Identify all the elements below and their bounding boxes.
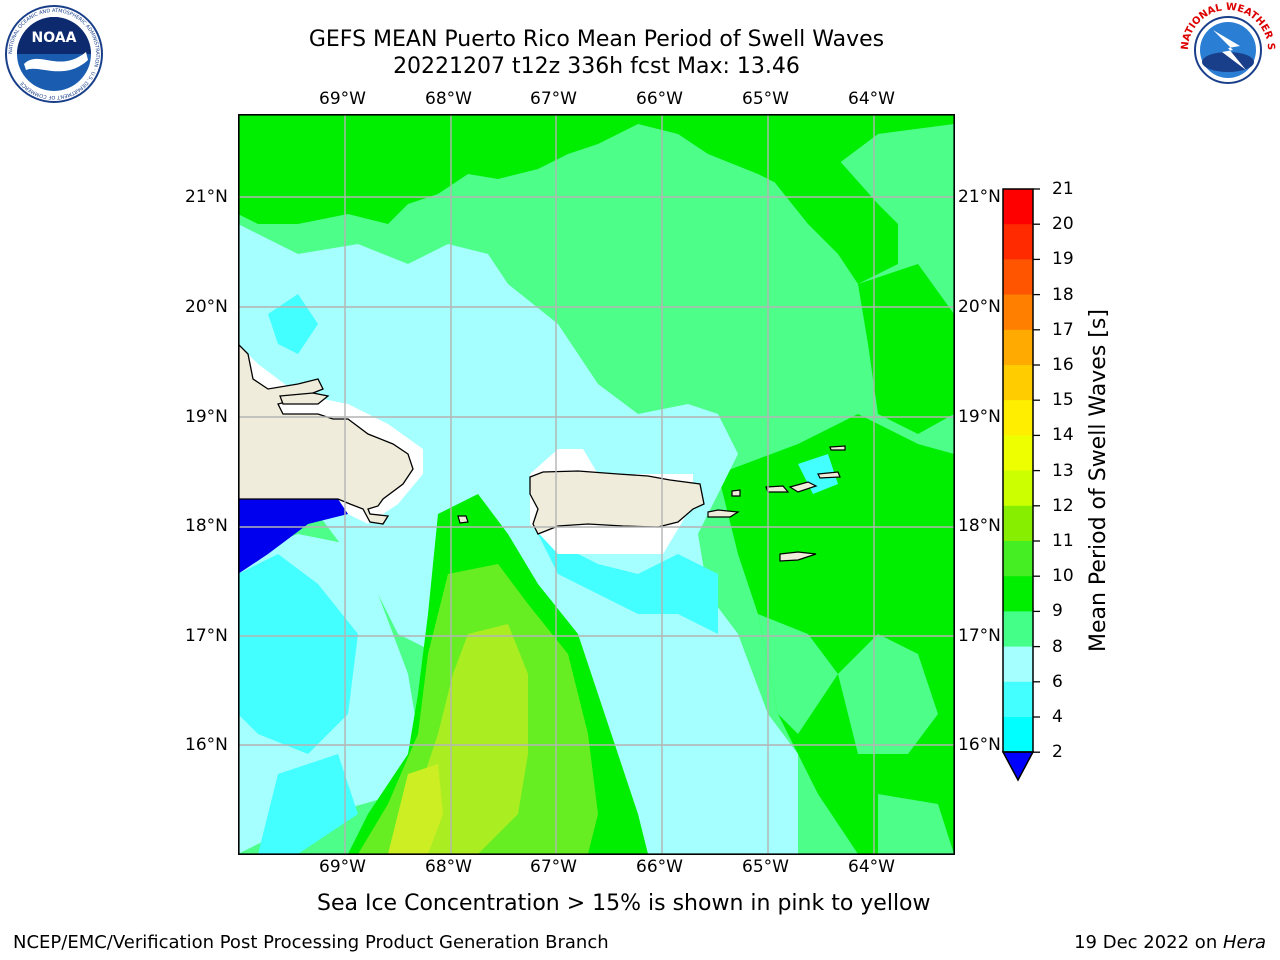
colorbar-cell	[1003, 681, 1033, 718]
lon-label-top: 67°W	[530, 89, 577, 109]
contour-band-8-9	[238, 224, 798, 854]
colorbar-tick-label: 17	[1052, 319, 1074, 340]
colorbar-extend-arrow	[1001, 751, 1035, 782]
colorbar-tick-label: 14	[1052, 425, 1074, 446]
contour-patch-e1	[758, 614, 838, 734]
lat-label-left: 20°N	[185, 297, 228, 317]
footer-date-text: 19 Dec 2022 on	[1074, 932, 1223, 953]
land-vieques	[707, 509, 740, 518]
noaa-logo-text: NOAA	[32, 30, 77, 46]
lon-label-top: 69°W	[319, 89, 366, 109]
graticule	[238, 114, 954, 854]
contour-band-6-8-west	[238, 554, 358, 754]
lon-label-bottom: 65°W	[742, 857, 789, 877]
lon-label-bottom: 66°W	[636, 857, 683, 877]
lon-label-top: 68°W	[425, 89, 472, 109]
nws-logo-icon: NATIONAL WEATHER SERVICE	[1178, 0, 1276, 97]
colorbar-tick-label: 15	[1052, 390, 1074, 411]
lat-label-right: 21°N	[958, 187, 1001, 207]
colorbar-tick-label: 20	[1052, 214, 1074, 235]
colorbar-cell	[1003, 576, 1033, 612]
colorbar-cell	[1003, 470, 1033, 507]
contour-band-2-4	[238, 499, 348, 574]
contour-patch-e3	[878, 794, 954, 854]
footer-machine: Hera	[1222, 932, 1266, 953]
lon-label-top: 65°W	[742, 89, 789, 109]
sea-ice-note: Sea Ice Concentration > 15% is shown in …	[317, 891, 931, 916]
contour-plume-13-14	[388, 764, 443, 854]
contour-band-6-8-sw	[258, 754, 358, 854]
colorbar-tick-label: 12	[1052, 495, 1074, 516]
colorbar-cell	[1003, 400, 1033, 436]
colorbar-title: Mean Period of Swell Waves [s]	[1086, 309, 1111, 652]
land-st-croix	[779, 551, 817, 562]
colorbar-cell	[1003, 294, 1033, 331]
lon-label-top: 64°W	[848, 89, 895, 109]
lat-label-right: 17°N	[958, 626, 1001, 646]
colorbar-cell	[1003, 365, 1033, 401]
lat-label-left: 17°N	[185, 626, 228, 646]
swell-period-map	[238, 114, 955, 855]
lon-label-bottom: 69°W	[319, 857, 366, 877]
map-frame	[238, 114, 955, 855]
lon-label-top: 66°W	[636, 89, 683, 109]
chart-title-line1: GEFS MEAN Puerto Rico Mean Period of Swe…	[308, 27, 885, 52]
colorbar	[1001, 188, 1040, 782]
lat-label-right: 16°N	[958, 735, 1001, 755]
lat-label-right: 20°N	[958, 297, 1001, 317]
footer-date: 19 Dec 2022 on Hera	[1074, 932, 1266, 954]
colorbar-tick-label: 9	[1052, 601, 1063, 622]
colorbar-cell	[1003, 189, 1033, 225]
colorbar-cell	[1003, 224, 1033, 260]
noaa-logo-icon: NOAA NATIONAL OCEANIC AND ATMOSPHERIC AD…	[5, 5, 103, 103]
footer-credit: NCEP/EMC/Verification Post Processing Pr…	[13, 932, 609, 953]
colorbar-cell	[1003, 646, 1033, 683]
colorbar-tick-label: 16	[1052, 355, 1074, 375]
colorbar-tick-label: 4	[1052, 707, 1063, 727]
contour-band-ne	[768, 154, 898, 284]
land-tortola	[788, 481, 818, 493]
colorbar-tick-label: 11	[1052, 531, 1074, 551]
colorbar-tick-label: 18	[1052, 284, 1074, 305]
lon-label-bottom: 64°W	[848, 857, 895, 877]
colorbar-tick-label: 10	[1052, 566, 1074, 587]
contour-band-6-8-south-pr	[538, 534, 718, 634]
land-anegada	[829, 445, 846, 451]
colorbar-cell	[1003, 329, 1033, 366]
land-mona	[457, 515, 469, 524]
land-tortuga	[279, 392, 330, 405]
land-hispaniola	[238, 343, 414, 525]
land-culebra	[731, 489, 741, 497]
colorbar-cell	[1003, 435, 1033, 472]
lat-labels-right-wrap: 21°N 20°N 19°N 18°N 17°N 16°N	[958, 186, 1002, 756]
colorbar-tick-label: 2	[1052, 742, 1063, 763]
lat-label-left: 21°N	[185, 187, 228, 207]
land-puerto-rico	[529, 470, 705, 535]
land-virgin-gorda	[817, 471, 841, 479]
chart-title-line2: 20221207 t12z 336h fcst Max: 13.46	[393, 54, 800, 79]
colorbar-cell	[1003, 259, 1033, 296]
colorbar-cell	[1003, 611, 1033, 648]
lat-label-right: 18°N	[958, 516, 1001, 536]
contour-patch-nw	[268, 294, 318, 354]
colorbar-tick-label: 8	[1052, 636, 1063, 657]
contour-patch-e2	[838, 634, 938, 754]
lon-label-bottom: 68°W	[425, 857, 472, 877]
colorbar-tick-label: 21	[1052, 179, 1074, 199]
colorbar-cell	[1003, 717, 1033, 753]
colorbar-tick-label: 19	[1052, 249, 1074, 270]
lat-label-right: 19°N	[958, 407, 1001, 427]
colorbar-tick-label: 13	[1052, 460, 1074, 481]
lat-label-left: 16°N	[185, 735, 228, 755]
lat-label-left: 18°N	[185, 516, 228, 536]
colorbar-cell	[1003, 541, 1033, 577]
colorbar-cell	[1003, 505, 1033, 542]
colorbar-tick-label: 6	[1052, 671, 1063, 692]
lat-label-left: 19°N	[185, 407, 228, 427]
lon-label-bottom: 67°W	[530, 857, 577, 877]
